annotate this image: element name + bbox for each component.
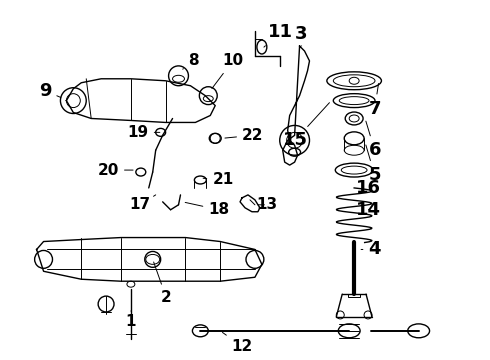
Text: 14: 14 [356, 201, 381, 219]
Text: 9: 9 [39, 82, 61, 100]
Text: 5: 5 [366, 145, 381, 184]
Text: 8: 8 [183, 53, 199, 69]
Text: 15: 15 [283, 103, 329, 149]
Text: 21: 21 [203, 172, 234, 188]
Text: 16: 16 [356, 173, 381, 197]
Text: 17: 17 [130, 195, 156, 212]
Text: 11: 11 [264, 23, 293, 47]
Text: 4: 4 [361, 240, 381, 258]
Text: 6: 6 [366, 121, 381, 159]
Text: 20: 20 [98, 163, 133, 177]
Text: 10: 10 [212, 53, 244, 89]
Text: 13: 13 [257, 197, 278, 212]
Text: 7: 7 [368, 84, 381, 118]
Text: 2: 2 [154, 262, 172, 305]
Text: 22: 22 [225, 128, 264, 143]
Text: 1: 1 [125, 311, 136, 329]
Text: 12: 12 [222, 332, 253, 354]
Text: 19: 19 [127, 125, 160, 140]
Text: 3: 3 [295, 25, 308, 46]
Text: 18: 18 [185, 202, 229, 217]
Bar [348, 294, 360, 297]
